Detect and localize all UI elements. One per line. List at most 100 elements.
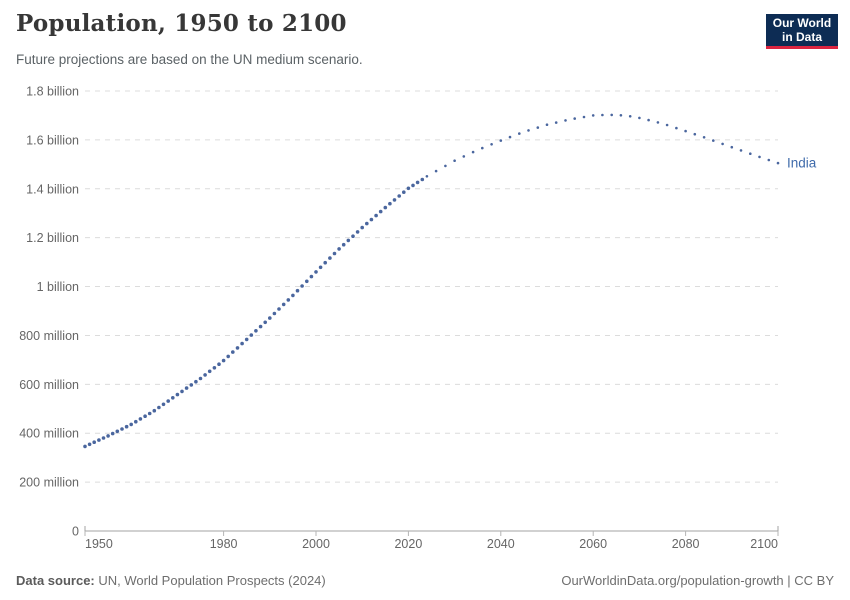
data-dot-projection [434, 169, 438, 173]
data-dot-historical [217, 362, 221, 367]
data-dot-projection [712, 139, 715, 142]
y-tick-label: 0 [72, 525, 79, 539]
y-tick-label: 600 million [19, 378, 79, 392]
data-dot-historical [194, 379, 198, 384]
data-dot-historical [240, 341, 244, 346]
y-tick-label: 200 million [19, 476, 79, 490]
data-dot-projection [554, 121, 558, 124]
data-dot-projection [684, 129, 687, 133]
data-dot-historical [268, 316, 272, 320]
data-dot-projection [665, 123, 669, 127]
data-dot-historical [147, 411, 152, 416]
y-tick-label: 1.4 billion [26, 182, 79, 196]
y-tick-label: 800 million [19, 329, 79, 343]
data-dot-historical [374, 213, 378, 218]
data-dot-historical [277, 307, 281, 311]
data-dot-historical [198, 376, 203, 381]
data-dot-historical [212, 366, 217, 370]
data-dot-projection [721, 142, 724, 146]
data-dot-historical [309, 274, 314, 279]
data-dot-projection [490, 143, 493, 146]
data-dot-projection [453, 159, 456, 162]
data-dot-historical [180, 389, 184, 394]
data-source-text: UN, World Population Prospects (2024) [94, 573, 326, 588]
population-line-chart[interactable]: 1.8 billion 1.6 billion 1.4 billion 1.2 bil… [0, 78, 850, 556]
y-tick-label: 1.2 billion [26, 231, 79, 245]
data-dot-historical [175, 392, 180, 397]
owid-logo-line2: in Data [781, 30, 822, 44]
data-dot-historical [351, 234, 355, 238]
data-dot-historical [328, 256, 332, 260]
data-dot-projection [610, 113, 613, 117]
data-dot-projection [425, 175, 429, 178]
data-dot-historical [337, 247, 341, 251]
data-dot-projection [767, 158, 771, 162]
data-dot-historical [411, 183, 415, 188]
data-dot-historical [101, 436, 106, 440]
x-axis-labels: 1950 1980 2000 2020 2040 2060 2080 2100 [84, 531, 779, 551]
data-dot-historical [254, 329, 258, 333]
data-dot-historical [92, 440, 96, 445]
data-dot-historical [161, 402, 166, 407]
series-line-india[interactable] [83, 113, 780, 449]
data-dot-projection [702, 136, 706, 139]
x-tick-label: 2040 [487, 537, 515, 551]
data-dot-historical [129, 422, 133, 427]
data-dot-historical [365, 221, 369, 226]
data-dot-projection [647, 118, 650, 122]
data-dot-historical [189, 383, 194, 387]
credit-link[interactable]: OurWorldinData.org/population-growth | C… [561, 573, 834, 588]
data-dot-projection [462, 155, 466, 158]
data-dot-historical [355, 230, 360, 234]
data-dot-historical [171, 396, 175, 400]
data-dot-historical [231, 350, 235, 354]
data-dot-historical [369, 217, 374, 222]
data-dot-projection [675, 126, 678, 130]
data-dot-projection [758, 155, 761, 159]
data-dot-historical [249, 333, 254, 337]
data-dot-historical [397, 194, 402, 198]
data-dot-historical [106, 434, 110, 438]
data-dot-projection [499, 139, 503, 142]
y-tick-label: 1.8 billion [26, 85, 79, 99]
data-dot-historical [138, 417, 143, 421]
x-tick-label: 2000 [302, 537, 330, 551]
data-dot-historical [281, 302, 286, 307]
data-dot-historical [124, 424, 129, 429]
data-dot-historical [406, 186, 411, 191]
data-dot-projection [573, 117, 576, 120]
entity-label-india[interactable]: India [787, 156, 817, 171]
y-tick-label: 400 million [19, 427, 79, 441]
gridlines [85, 90, 778, 483]
data-dot-projection [638, 116, 641, 120]
data-dot-historical [152, 408, 157, 413]
data-dot-projection [601, 113, 604, 117]
data-dot-historical [157, 405, 161, 410]
data-dot-projection [527, 129, 530, 132]
data-dot-historical [263, 320, 268, 325]
data-dot-projection [776, 161, 780, 165]
data-dot-historical [258, 324, 263, 329]
data-dot-historical [420, 177, 425, 182]
x-tick-label: 1950 [85, 537, 113, 551]
data-dot-projection [749, 152, 752, 155]
data-dot-projection [619, 114, 623, 117]
data-dot-projection [545, 123, 549, 126]
y-axis-labels: 1.8 billion 1.6 billion 1.4 billion 1.2 bil… [19, 85, 79, 539]
data-dot-projection [628, 115, 632, 118]
owid-logo[interactable]: Our World in Data [766, 14, 838, 49]
data-dot-projection [591, 114, 595, 117]
data-dot-projection [444, 164, 447, 168]
data-source: Data source: UN, World Population Prospe… [16, 573, 326, 588]
data-dot-projection [518, 132, 521, 135]
data-dot-historical [143, 414, 147, 419]
y-tick-label: 1 billion [37, 280, 79, 294]
data-dot-historical [323, 260, 328, 265]
owid-logo-line1: Our World [772, 16, 832, 30]
data-dot-historical [134, 419, 138, 424]
data-dot-historical [383, 205, 388, 210]
data-dot-historical [378, 209, 383, 214]
data-dot-projection [656, 121, 660, 124]
x-tick-label: 1980 [210, 537, 238, 551]
data-dot-historical [392, 198, 397, 202]
